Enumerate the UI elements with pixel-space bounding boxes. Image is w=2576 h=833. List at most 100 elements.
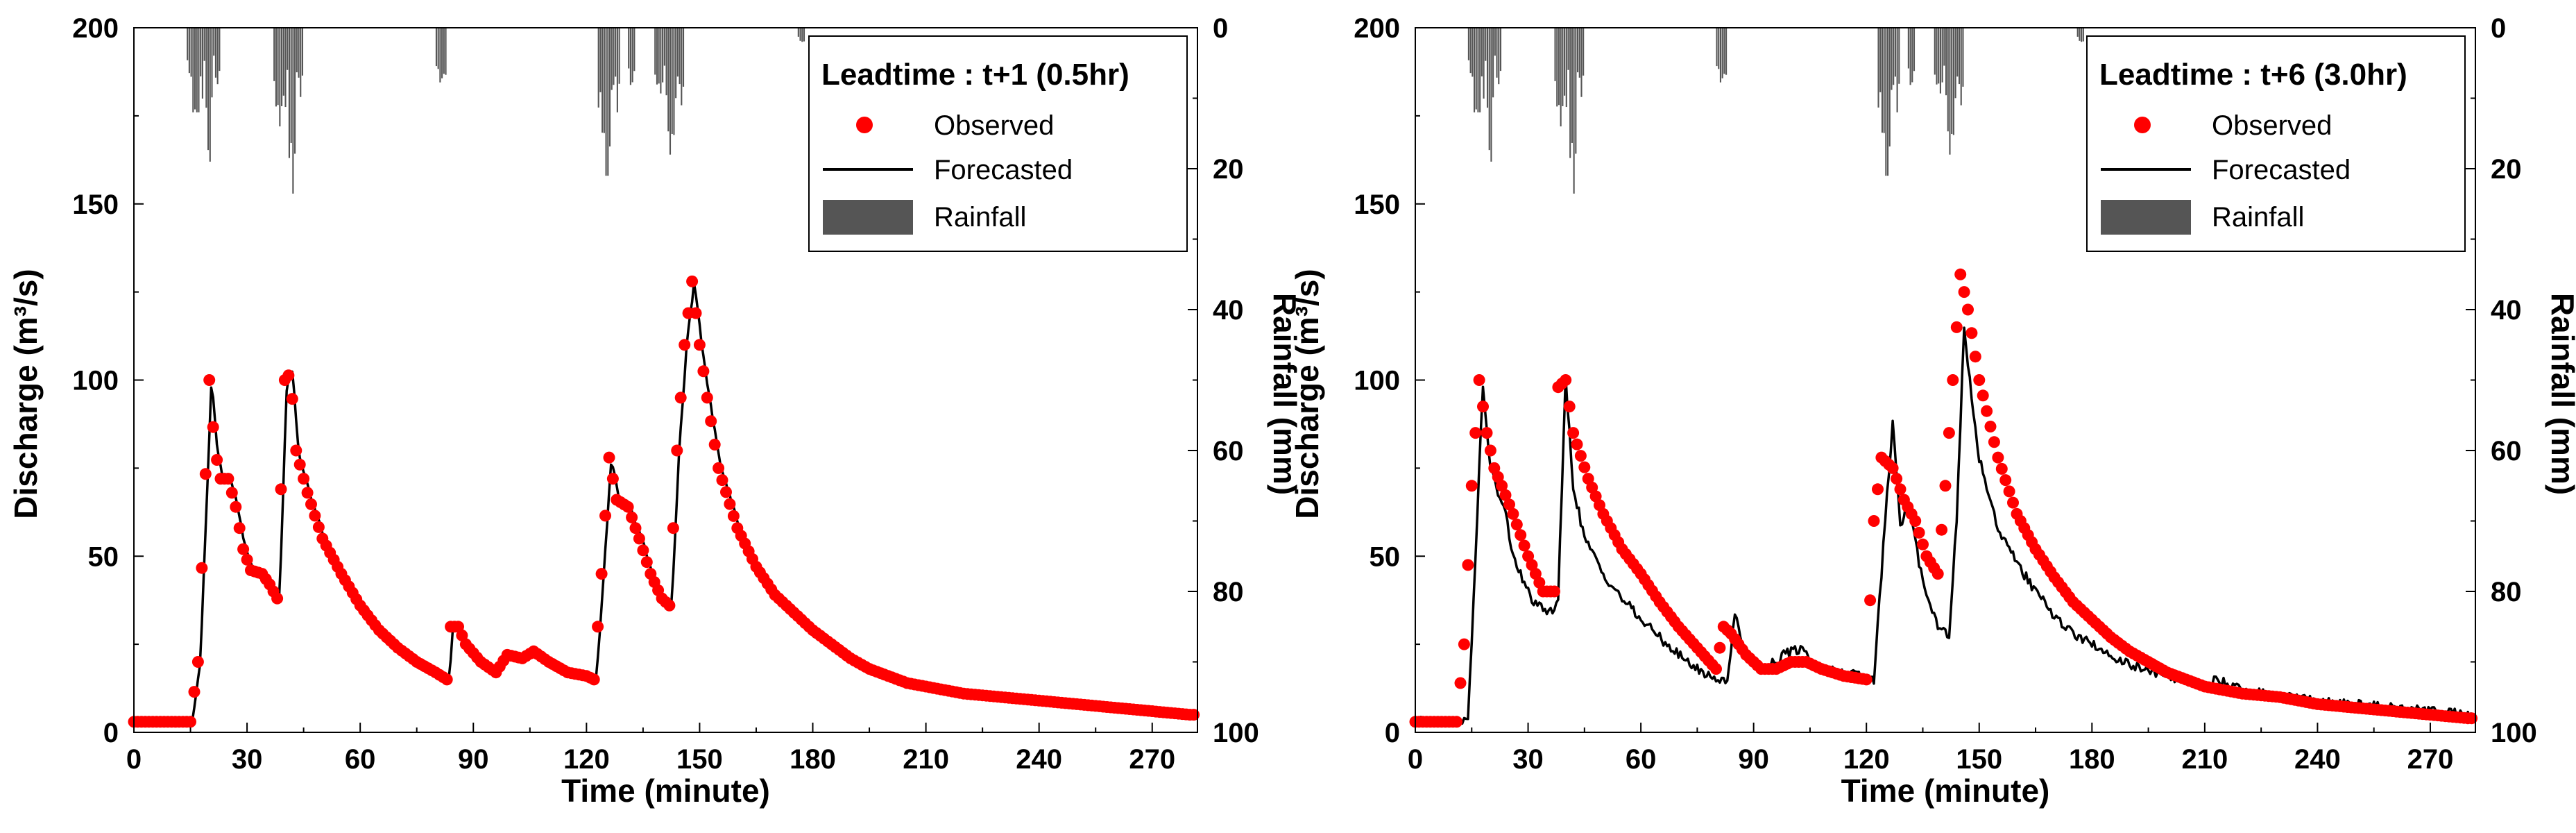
x-tick-label: 270	[1129, 744, 1175, 775]
observed-point	[1931, 568, 1944, 580]
rainfall-bar	[1725, 28, 1728, 75]
observed-point	[671, 444, 683, 457]
observed-point	[1936, 523, 1948, 536]
legend-rainfall-label-left: Rainfall	[934, 202, 1026, 233]
rainfall-bar	[633, 28, 636, 71]
rainfall-bar	[803, 28, 805, 42]
observed-point	[720, 486, 732, 498]
rainfall-bar	[275, 28, 277, 107]
rainfall-bar	[209, 28, 211, 162]
rainfall-bar	[294, 28, 296, 154]
x-tick-label: 180	[790, 744, 836, 775]
y-ticks-left-axis-left: 0 50 100 150 200	[72, 13, 144, 748]
rainfall-bar	[2076, 28, 2079, 37]
observed-point	[592, 621, 604, 633]
rainfall-bar	[435, 28, 438, 67]
observed-point	[185, 716, 196, 728]
observed-point	[1977, 389, 1989, 402]
observed-point	[1891, 473, 1903, 485]
observed-point	[1886, 462, 1899, 474]
rainfall-bar	[1941, 28, 1943, 83]
y-ticks-left-axis-right: 0 50 100 150 200	[1354, 13, 1425, 748]
rainfall-bar	[1562, 28, 1564, 106]
rainfall-bar	[198, 28, 200, 112]
rainfall-bar	[445, 28, 447, 75]
observed-point	[1529, 568, 1542, 580]
rainfall-bar	[1896, 28, 1898, 112]
rainfall-bar	[671, 28, 673, 134]
observed-point	[1451, 716, 1463, 728]
legend-forecasted-label-right: Forecasted	[2212, 155, 2351, 185]
rainfall-bar	[597, 28, 599, 108]
rainfall-bar	[192, 28, 194, 112]
observed-point	[693, 339, 706, 351]
observed-point	[674, 392, 687, 404]
y-right-tick-label: 80	[1213, 577, 1244, 607]
rainfall-bar	[599, 28, 602, 92]
y-ticks-right-axis-left: 0 20 40 60 80 100	[1188, 13, 1259, 748]
legend-right: Leadtime : t+6 (3.0hr) Observed Forecast…	[2086, 35, 2466, 252]
rainfall-bar	[1951, 28, 1953, 134]
rainfall-bar	[1569, 28, 1571, 158]
observed-point	[690, 307, 702, 319]
observed-point	[196, 562, 208, 574]
observed-point	[1458, 638, 1470, 650]
observed-point	[701, 392, 713, 404]
rainfall-bar	[1888, 28, 1891, 146]
x-tick-label: 120	[1843, 744, 1890, 775]
x-tick-label: 60	[1626, 744, 1657, 775]
observed-point	[1484, 444, 1496, 457]
y-left-tick-label: 50	[1370, 541, 1401, 572]
y-left-tick-label: 200	[72, 13, 119, 44]
observed-point	[599, 510, 611, 522]
rainfall-bar	[288, 28, 291, 158]
observed-point	[286, 393, 298, 405]
rainfall-bar	[1481, 28, 1483, 77]
legend-observed-label-left: Observed	[934, 110, 1054, 141]
x-ticks-right: 0 30 60 90 120 150 180 210 240 270	[1408, 723, 2453, 775]
observed-point	[1947, 374, 1959, 386]
observed-point	[1477, 401, 1489, 413]
observed-point	[2003, 485, 2015, 498]
rainfall-bar	[618, 28, 620, 84]
rainfall-bar	[207, 28, 210, 151]
observed-point	[724, 498, 736, 510]
rainfall-bar	[1472, 28, 1474, 77]
observed-point	[1188, 709, 1200, 721]
observed-point	[207, 421, 219, 433]
rainfall-bar	[187, 28, 189, 60]
rainfall-bar	[188, 28, 190, 74]
observed-point	[222, 473, 234, 485]
rainfall-bar	[279, 28, 281, 127]
observed-point	[1499, 489, 1512, 501]
observed-point	[1710, 663, 1722, 675]
observed-point	[1917, 538, 1929, 550]
rainfall-bar	[1958, 28, 1961, 85]
rainfall-bar	[441, 28, 443, 78]
x-tick-label: 0	[1408, 744, 1423, 775]
rainfall-bar	[1721, 28, 1723, 78]
y-right-tick-label: 80	[2491, 577, 2522, 607]
rainfall-bar	[611, 28, 613, 90]
observed-point	[1958, 286, 1970, 298]
observed-point	[1571, 438, 1583, 451]
legend-observed-marker-right	[2134, 117, 2151, 133]
y-right-tick-label: 40	[1213, 295, 1244, 326]
observed-point	[1999, 474, 2012, 487]
rainfall-bar	[607, 28, 609, 176]
observed-point	[1582, 473, 1594, 485]
observed-point	[191, 656, 204, 668]
observed-point	[697, 365, 710, 378]
rainfall-bar	[205, 28, 207, 108]
observed-point	[686, 275, 699, 287]
observed-point	[679, 339, 691, 351]
rainfall-bar	[1558, 28, 1560, 106]
observed-series-left	[128, 275, 1200, 728]
observed-point	[203, 374, 216, 386]
rainfall-bar	[437, 28, 439, 69]
observed-point	[1560, 374, 1572, 386]
rainfall-bar	[284, 28, 287, 108]
legend-observed-marker-left	[856, 117, 873, 133]
rainfall-bar	[602, 28, 604, 133]
rainfall-bar	[194, 28, 196, 110]
